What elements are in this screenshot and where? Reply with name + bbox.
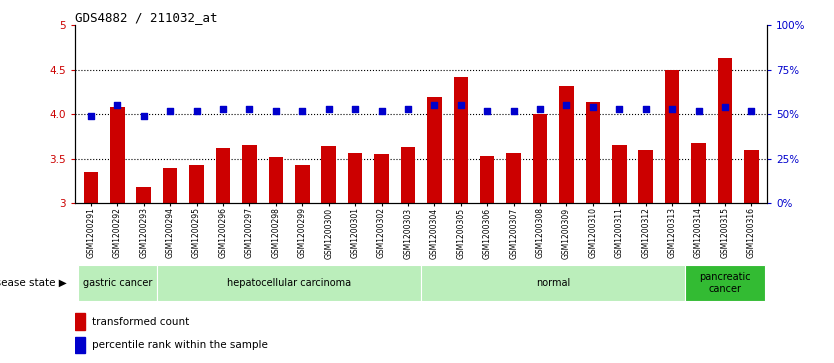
Bar (110, 107, 124, 203)
Point (349, 106, 362, 112)
Bar (427, 97, 442, 203)
Point (428, 102, 441, 108)
Bar (454, 77, 468, 203)
Bar (75, 337, 85, 354)
Bar (639, 150, 653, 203)
Point (322, 106, 335, 112)
Bar (686, 265, 765, 301)
Text: percentile rank within the sample: percentile rank within the sample (93, 340, 269, 350)
Text: gastric cancer: gastric cancer (83, 278, 152, 288)
Point (455, 102, 468, 108)
Bar (421, 265, 686, 301)
Point (666, 106, 679, 112)
Bar (506, 152, 521, 203)
Bar (75, 313, 85, 330)
Point (613, 106, 626, 112)
Point (534, 106, 547, 112)
Point (295, 108, 309, 114)
Point (216, 106, 229, 112)
Point (190, 108, 203, 114)
Point (718, 104, 731, 110)
Bar (78, 265, 157, 301)
Text: normal: normal (536, 278, 570, 288)
Bar (744, 150, 759, 203)
Text: GDS4882 / 211032_at: GDS4882 / 211032_at (75, 11, 218, 24)
Text: pancreatic
cancer: pancreatic cancer (699, 272, 751, 294)
Bar (83, 172, 98, 203)
Bar (269, 157, 283, 203)
Point (586, 104, 600, 110)
Bar (157, 265, 421, 301)
Point (480, 108, 494, 114)
Bar (189, 165, 203, 203)
Text: hepatocellular carcinoma: hepatocellular carcinoma (227, 278, 351, 288)
Bar (533, 114, 547, 203)
Bar (216, 148, 230, 203)
Point (137, 113, 150, 119)
Bar (374, 154, 389, 203)
Bar (163, 168, 178, 203)
Bar (612, 146, 626, 203)
Point (374, 108, 388, 114)
Point (401, 106, 414, 112)
Bar (480, 156, 495, 203)
Bar (665, 70, 680, 203)
Point (163, 108, 177, 114)
Text: transformed count: transformed count (93, 317, 189, 327)
Point (745, 108, 758, 114)
Bar (348, 152, 363, 203)
Bar (242, 144, 257, 203)
Text: disease state ▶: disease state ▶ (0, 278, 67, 288)
Bar (718, 58, 732, 203)
Bar (560, 86, 574, 203)
Bar (585, 102, 600, 203)
Point (84, 113, 98, 119)
Point (243, 106, 256, 112)
Point (560, 102, 573, 108)
Point (507, 108, 520, 114)
Point (269, 108, 283, 114)
Bar (400, 147, 415, 203)
Bar (295, 165, 309, 203)
Point (692, 108, 706, 114)
Bar (691, 143, 706, 203)
Bar (137, 187, 151, 203)
Point (639, 106, 652, 112)
Point (111, 102, 124, 108)
Bar (321, 146, 336, 203)
